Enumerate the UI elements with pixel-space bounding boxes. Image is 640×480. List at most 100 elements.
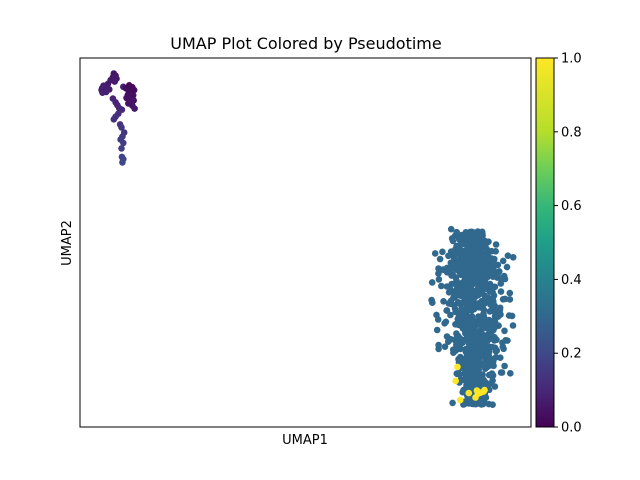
scatter-point (504, 252, 512, 259)
scatter-point (474, 377, 481, 384)
scatter-point (477, 242, 484, 250)
scatter-point (119, 159, 126, 166)
scatter-point (463, 252, 471, 259)
scatter-point (454, 363, 461, 371)
scatter-point (130, 97, 137, 104)
scatter-point (482, 365, 489, 373)
scatter-point (481, 386, 488, 394)
scatter-point (506, 289, 514, 297)
scatter-point (435, 270, 442, 277)
colorbar-tick-label: 0.8 (561, 125, 582, 140)
colorbar-tick-label: 0.2 (561, 347, 582, 362)
scatter-point (492, 305, 500, 313)
scatter-point (457, 355, 465, 362)
scatter-point (445, 300, 453, 307)
scatter-point (492, 241, 500, 248)
scatter-point (488, 247, 495, 255)
scatter-point (428, 279, 436, 286)
scatter-point (456, 396, 464, 404)
scatter-point (472, 336, 480, 344)
scatter-point (450, 301, 458, 309)
scatter-point (459, 319, 467, 327)
scatter-point (441, 343, 449, 351)
scatter-point (452, 288, 459, 296)
scatter-point (453, 341, 461, 349)
scatter-point (479, 305, 487, 312)
scatter-point (445, 338, 452, 346)
scatter-point (491, 269, 499, 277)
scatter-point (467, 318, 475, 326)
scatter-point (509, 253, 517, 261)
scatter-point (453, 277, 460, 285)
scatter-point (494, 261, 502, 269)
colorbar-tick-label: 0.0 (561, 421, 582, 436)
x-axis-label: UMAP1 (282, 433, 328, 448)
scatter-point (465, 337, 472, 345)
scatter-point (131, 105, 138, 112)
scatter-point (473, 387, 481, 394)
scatter-point (472, 322, 479, 330)
scatter-point (123, 94, 130, 102)
scatter-point (451, 258, 459, 266)
y-axis-label: UMAP2 (60, 220, 75, 266)
scatter-point (443, 307, 451, 314)
scatter-point (485, 316, 493, 324)
scatter-point (111, 78, 118, 85)
scatter-point (433, 311, 440, 319)
scatter-point (491, 383, 499, 390)
scatter-point (445, 289, 453, 296)
scatter-point (497, 280, 505, 287)
scatter-point (435, 276, 443, 283)
scatter-point (456, 335, 463, 343)
scatter-point (501, 327, 508, 335)
scatter-point (474, 368, 481, 376)
scatter-point (464, 301, 471, 309)
colorbar-ticks: 0.0 0.2 0.4 0.6 0.8 1.0 (554, 52, 582, 436)
scatter-point (487, 295, 495, 303)
scatter-point (479, 265, 487, 273)
scatter-point (465, 261, 472, 269)
scatter-point (468, 383, 475, 391)
scatter-point (501, 275, 509, 283)
scatter-point (439, 248, 446, 256)
scatter-point (471, 330, 479, 337)
scatter-point (440, 298, 447, 305)
scatter-point (120, 139, 127, 147)
scatter-point (473, 274, 481, 281)
scatter-points (98, 70, 517, 409)
scatter-point (448, 235, 456, 242)
scatter-point (483, 250, 490, 258)
scatter-point (488, 370, 496, 377)
scatter-point (486, 288, 494, 295)
scatter-point (484, 359, 492, 366)
scatter-point (486, 308, 494, 315)
scatter-point (125, 100, 132, 107)
scatter-point (433, 326, 441, 334)
colorbar (535, 57, 555, 428)
scatter-point (462, 289, 470, 297)
scatter-point (491, 313, 499, 320)
scatter-point (468, 372, 476, 380)
scatter-point (508, 312, 516, 320)
scatter-point (498, 369, 506, 376)
scatter-point (481, 278, 489, 286)
scatter-point (118, 145, 125, 152)
scatter-point (493, 336, 500, 344)
colorbar-tick-label: 1.0 (561, 52, 582, 67)
scatter-point (465, 400, 473, 407)
scatter-point (474, 341, 482, 349)
scatter-point (462, 230, 470, 238)
scatter-point (480, 324, 488, 331)
scatter-point (490, 326, 497, 334)
scatter-point (458, 260, 465, 268)
scatter-point (447, 311, 454, 319)
scatter-point (465, 283, 472, 291)
scatter-point (475, 231, 483, 239)
scatter-point (454, 266, 461, 273)
scatter-point (477, 353, 484, 360)
scatter-point (447, 225, 455, 233)
scatter-point (471, 288, 479, 296)
scatter-point (501, 362, 508, 370)
scatter-point (118, 124, 125, 131)
scatter-point (459, 306, 467, 314)
